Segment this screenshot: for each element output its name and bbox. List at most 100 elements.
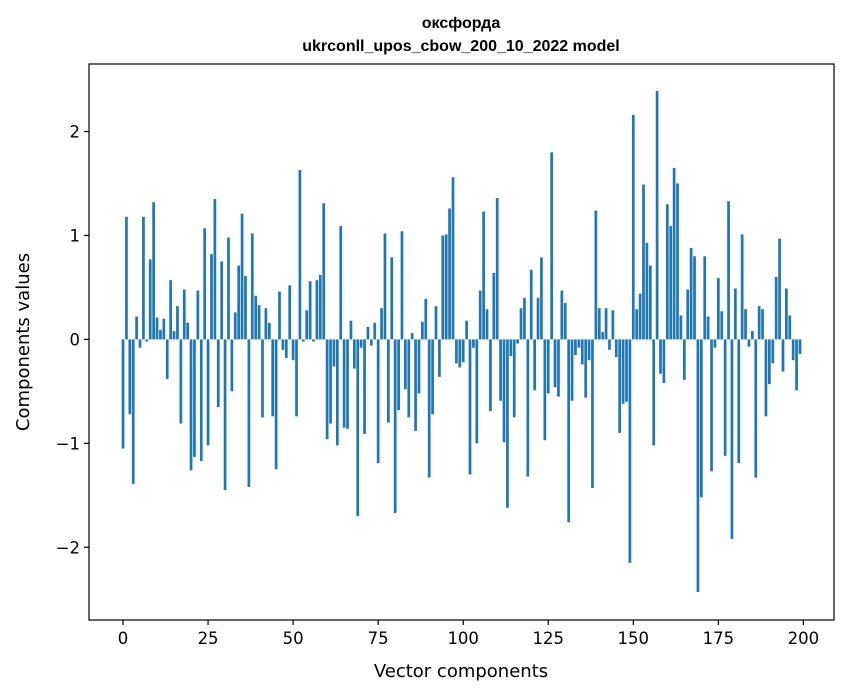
bar — [352, 339, 356, 369]
bar — [145, 339, 149, 342]
bar — [438, 339, 441, 377]
bar — [278, 291, 281, 340]
bar — [536, 297, 540, 340]
bar — [356, 339, 360, 517]
bar — [723, 339, 727, 456]
bar — [233, 312, 237, 340]
bar — [506, 339, 509, 508]
bar — [798, 339, 802, 354]
x-tick-label: 150 — [618, 629, 650, 648]
bar — [557, 339, 560, 397]
bar — [757, 306, 761, 340]
bar — [475, 339, 479, 444]
bar — [397, 339, 400, 411]
bar — [768, 339, 771, 385]
bar — [203, 228, 207, 340]
bar — [121, 339, 125, 449]
bar — [781, 339, 785, 372]
bar — [182, 289, 186, 340]
bar — [431, 339, 434, 415]
chart-title-line1: оксфорда — [422, 15, 501, 32]
bar — [774, 277, 778, 340]
bar — [716, 278, 720, 340]
bar — [390, 257, 394, 340]
bar — [516, 339, 519, 344]
bar — [172, 331, 176, 340]
bar — [264, 308, 268, 340]
bar — [485, 309, 489, 340]
bar — [206, 339, 210, 446]
bar — [223, 339, 227, 491]
bars-group — [121, 91, 802, 592]
bar — [458, 339, 462, 368]
bar — [614, 339, 618, 358]
bar — [587, 339, 591, 361]
bar — [662, 339, 666, 384]
bar — [553, 339, 557, 388]
bar — [455, 339, 458, 364]
bar — [523, 297, 526, 340]
bar — [710, 339, 713, 472]
bar — [176, 306, 179, 340]
y-tick-label: 1 — [70, 226, 81, 245]
bar — [597, 308, 601, 340]
bar — [730, 339, 734, 539]
bar — [369, 339, 373, 346]
bar — [771, 339, 775, 364]
bar — [427, 339, 431, 478]
bar — [196, 290, 200, 340]
bar — [312, 339, 315, 342]
bar — [335, 339, 339, 446]
bar — [148, 259, 152, 340]
bar — [601, 332, 605, 340]
bar — [788, 315, 792, 340]
bar — [543, 339, 547, 441]
bar — [288, 285, 292, 340]
bar — [642, 184, 645, 340]
bar — [468, 339, 472, 475]
bar — [186, 322, 190, 340]
bar — [189, 339, 193, 471]
bar — [404, 339, 407, 390]
bar — [128, 339, 132, 415]
bar — [373, 322, 377, 340]
x-tick-label: 100 — [447, 629, 479, 648]
x-tick-label: 125 — [532, 629, 564, 648]
bar — [713, 339, 717, 348]
bar — [376, 339, 380, 464]
bar — [689, 247, 693, 340]
bar — [261, 339, 264, 418]
bar — [679, 315, 683, 340]
bar — [533, 339, 536, 391]
bar — [318, 274, 322, 340]
bar — [526, 339, 530, 477]
bar — [281, 339, 285, 350]
bar — [366, 326, 370, 340]
bar — [193, 339, 196, 457]
y-axis-label: Components values — [13, 253, 34, 431]
x-tick-label: 75 — [368, 629, 389, 648]
bar — [329, 339, 332, 424]
bar — [492, 272, 496, 340]
bar — [271, 339, 275, 417]
bar — [676, 183, 679, 340]
x-axis-label: Vector components — [374, 661, 548, 682]
plot-frame — [88, 63, 835, 621]
bar — [519, 308, 523, 340]
bar — [740, 234, 744, 340]
y-tick-label: −2 — [56, 538, 80, 557]
bar — [631, 114, 635, 340]
bar — [706, 316, 710, 340]
bar — [478, 290, 482, 340]
bar — [216, 339, 220, 407]
bar — [179, 339, 183, 424]
bar — [359, 339, 363, 348]
bar — [165, 339, 169, 379]
bar — [570, 339, 574, 401]
bar — [696, 339, 700, 592]
bar — [247, 339, 251, 487]
bar — [407, 339, 411, 418]
x-tick-label: 200 — [788, 629, 820, 648]
x-axis-ticks: 0 25 50 75 100 125 150 175 200 — [118, 620, 819, 648]
